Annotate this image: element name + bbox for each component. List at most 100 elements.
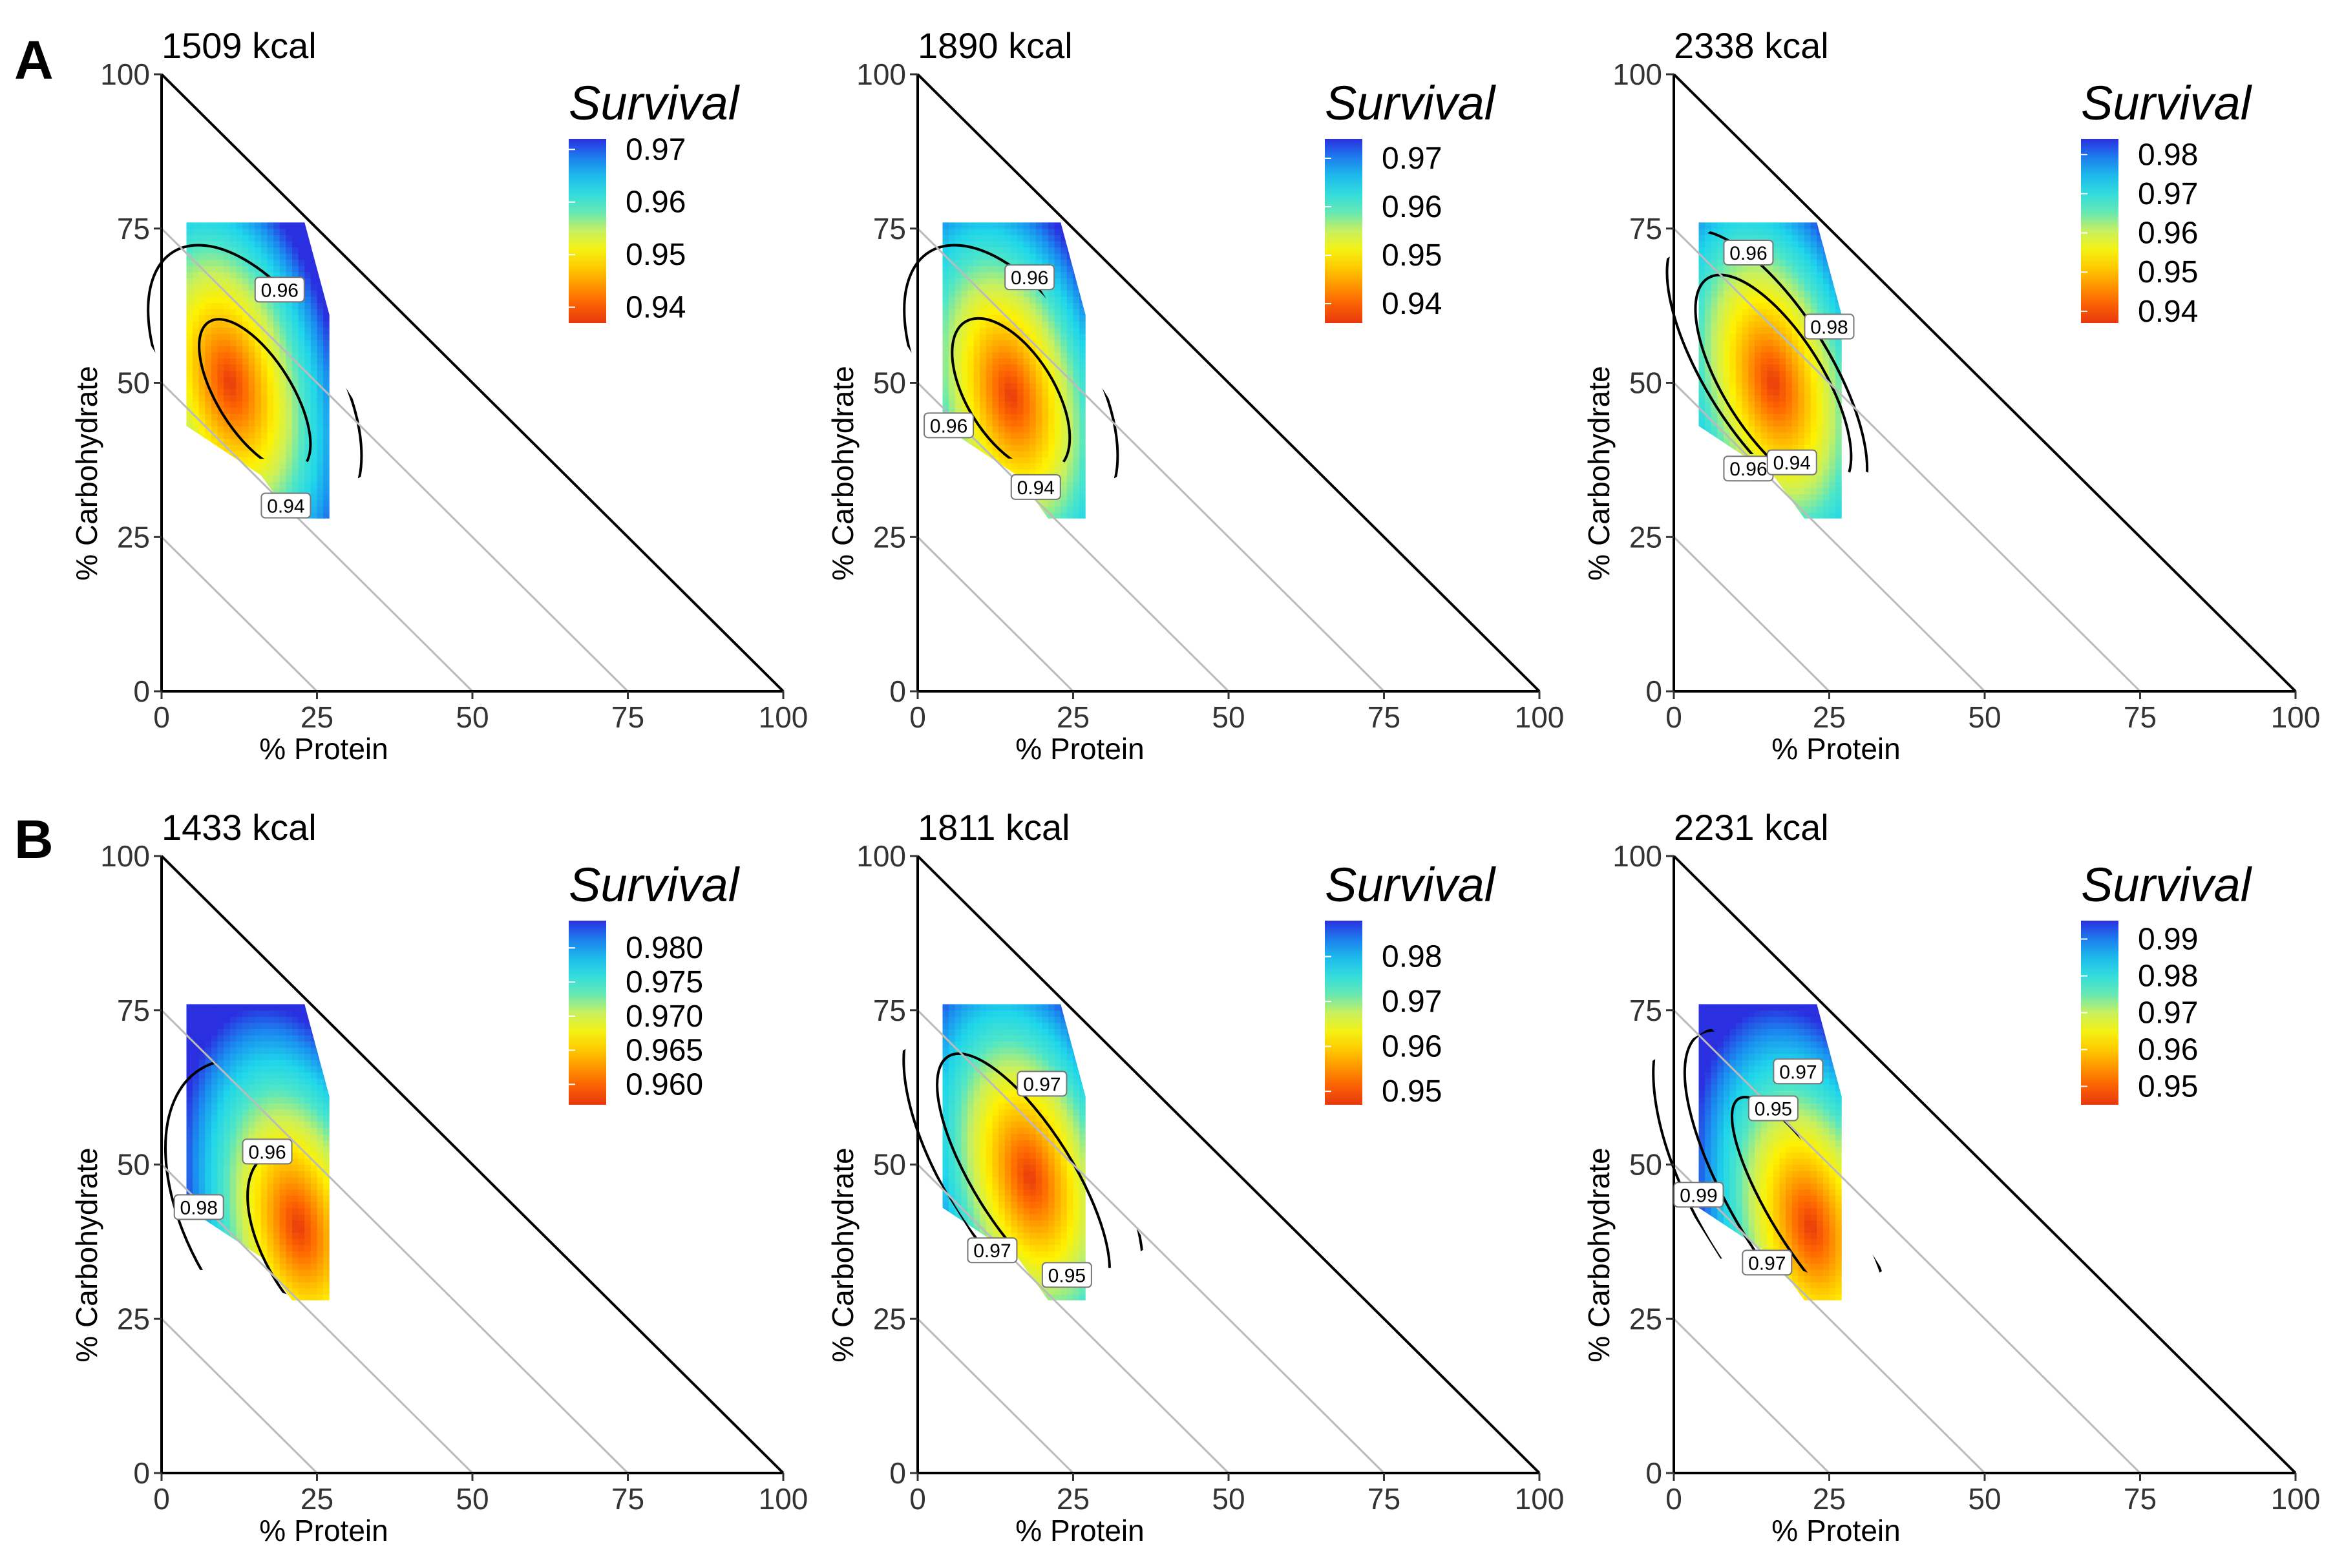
heatmap-cell bbox=[1023, 395, 1030, 402]
heatmap-cell bbox=[211, 1232, 218, 1239]
heatmap-cell bbox=[1760, 235, 1768, 242]
heatmap-cell bbox=[1829, 463, 1836, 470]
heatmap-cell bbox=[1798, 290, 1805, 297]
heatmap-cell bbox=[973, 266, 980, 273]
heatmap-cell bbox=[248, 1016, 255, 1023]
heatmap-cell bbox=[986, 1281, 993, 1289]
heatmap-cell bbox=[1755, 506, 1762, 513]
heatmap-cell bbox=[1011, 432, 1018, 439]
heatmap-cell bbox=[1742, 487, 1749, 494]
heatmap-cell bbox=[1810, 308, 1817, 316]
heatmap-cell bbox=[1004, 247, 1011, 254]
heatmap-cell bbox=[1017, 438, 1024, 445]
heatmap-cell bbox=[205, 333, 212, 340]
heatmap-cell bbox=[186, 1010, 193, 1017]
heatmap-cell bbox=[310, 315, 318, 322]
heatmap-cell bbox=[961, 457, 968, 464]
heatmap-cell bbox=[949, 395, 956, 402]
heatmap-cell bbox=[323, 475, 330, 482]
heatmap-cell bbox=[279, 358, 286, 365]
heatmap-cell bbox=[1835, 407, 1842, 414]
heatmap-cell bbox=[1835, 487, 1842, 494]
heatmap-cell bbox=[955, 1244, 962, 1251]
heatmap-cell bbox=[1760, 432, 1768, 439]
heatmap-cell bbox=[217, 1016, 224, 1023]
heatmap-cell bbox=[273, 308, 280, 316]
heatmap-cell bbox=[317, 487, 324, 494]
heatmap-cell bbox=[1066, 315, 1074, 322]
heatmap-cell bbox=[267, 1213, 274, 1221]
heatmap-cell bbox=[279, 1084, 286, 1091]
heatmap-cell bbox=[255, 1047, 262, 1054]
x-tick-label: 0 bbox=[153, 1482, 170, 1516]
heatmap-cell bbox=[292, 1257, 299, 1264]
heatmap-cell bbox=[1029, 240, 1037, 247]
heatmap-cell bbox=[1760, 506, 1768, 513]
heatmap-cell bbox=[224, 1127, 231, 1134]
heatmap-cell bbox=[1705, 475, 1712, 482]
heatmap-cell bbox=[1011, 358, 1018, 365]
heatmap-cell bbox=[1017, 407, 1024, 414]
heatmap-cell bbox=[1773, 315, 1780, 322]
heatmap-cell bbox=[211, 407, 218, 414]
heatmap-cell bbox=[998, 278, 1006, 285]
heatmap-cell bbox=[1748, 333, 1755, 340]
heatmap-cell bbox=[248, 290, 255, 297]
heatmap-cell bbox=[1004, 487, 1011, 494]
heatmap-cell bbox=[1711, 395, 1718, 402]
heatmap-cell bbox=[286, 1263, 293, 1270]
heatmap-cell bbox=[1786, 333, 1793, 340]
heatmap-cell bbox=[998, 494, 1006, 501]
heatmap-cell bbox=[1711, 278, 1718, 285]
heatmap-cell bbox=[267, 1171, 274, 1178]
heatmap-cell bbox=[1804, 432, 1811, 439]
heatmap-cell bbox=[1073, 370, 1080, 377]
heatmap-cell bbox=[980, 457, 987, 464]
heatmap-cell bbox=[1829, 259, 1836, 266]
heatmap-cell bbox=[955, 271, 962, 278]
heatmap-cell bbox=[949, 302, 956, 309]
heatmap-cell bbox=[260, 1004, 268, 1011]
heatmap-cell bbox=[1729, 333, 1737, 340]
heatmap-cell bbox=[973, 296, 980, 303]
heatmap-cell bbox=[211, 1096, 218, 1103]
heatmap-cell bbox=[224, 1078, 231, 1085]
heatmap-cell bbox=[1004, 240, 1011, 247]
heatmap-cell bbox=[1767, 487, 1774, 494]
heatmap-cell bbox=[1767, 370, 1774, 377]
heatmap-cell bbox=[1760, 494, 1768, 501]
heatmap-cell bbox=[967, 1010, 975, 1017]
heatmap-cell bbox=[242, 1220, 249, 1227]
heatmap-cell bbox=[211, 512, 218, 519]
heatmap-cell bbox=[1773, 419, 1780, 426]
heatmap-cell bbox=[1748, 222, 1755, 229]
heatmap-cell bbox=[211, 1133, 218, 1140]
heatmap-cell bbox=[1773, 395, 1780, 402]
heatmap-cell bbox=[304, 1239, 311, 1246]
heatmap-cell bbox=[998, 284, 1006, 291]
heatmap-cell bbox=[955, 1251, 962, 1258]
heatmap-cell bbox=[298, 1060, 305, 1067]
heatmap-cell bbox=[286, 469, 293, 476]
heatmap-cell bbox=[1073, 290, 1080, 297]
heatmap-cell bbox=[980, 389, 987, 396]
heatmap-cell bbox=[248, 1257, 255, 1264]
heatmap-cell bbox=[1779, 407, 1786, 414]
heatmap-cell bbox=[211, 1158, 218, 1166]
heatmap-cell bbox=[292, 395, 299, 402]
heatmap-cell bbox=[279, 1010, 286, 1017]
heatmap-cell bbox=[1061, 407, 1068, 414]
heatmap-cell bbox=[1054, 278, 1061, 285]
heatmap-cell bbox=[1066, 339, 1074, 346]
heatmap-cell bbox=[211, 382, 218, 390]
heatmap-cell bbox=[967, 308, 975, 316]
heatmap-cell bbox=[205, 1133, 212, 1140]
heatmap-cell bbox=[992, 290, 999, 297]
heatmap-cell bbox=[1029, 333, 1037, 340]
heatmap-cell bbox=[1711, 235, 1718, 242]
heatmap-cell bbox=[224, 1109, 231, 1116]
heatmap-cell bbox=[942, 1257, 949, 1264]
heatmap-cell bbox=[229, 1195, 237, 1202]
heatmap-cell bbox=[955, 308, 962, 316]
heatmap-cell bbox=[1829, 308, 1836, 316]
